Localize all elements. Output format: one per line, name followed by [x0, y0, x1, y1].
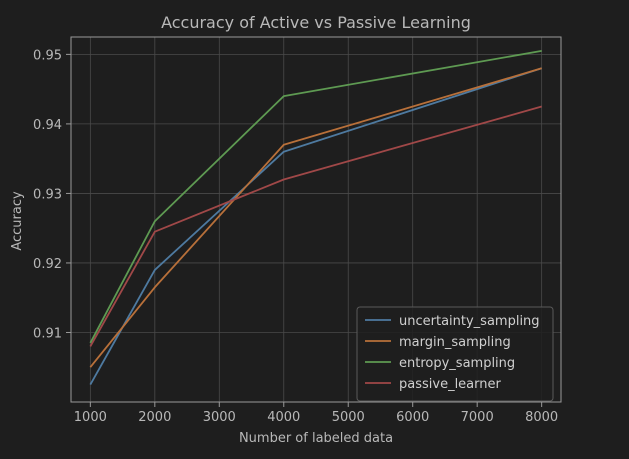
x-tick-label: 2000	[138, 410, 171, 425]
legend-label: passive_learner	[399, 377, 501, 392]
x-tick-label: 1000	[74, 410, 107, 425]
x-tick-label: 4000	[267, 410, 300, 425]
x-tick-label: 5000	[332, 410, 365, 425]
y-tick-label: 0.91	[33, 326, 62, 341]
legend: uncertainty_sampling margin_samplingentro…	[356, 306, 554, 402]
x-axis-label: Number of labeled data	[239, 431, 393, 446]
y-tick-label: 0.92	[33, 257, 62, 272]
chart-title: Accuracy of Active vs Passive Learning	[161, 13, 471, 32]
legend-box	[356, 306, 554, 402]
x-tick-label: 3000	[203, 410, 236, 425]
series-line-margin-sampling	[89, 67, 542, 368]
plot-frame	[70, 36, 562, 403]
x-tick-label: 8000	[525, 410, 558, 425]
x-tick-label: 6000	[396, 410, 429, 425]
y-tick-label: 0.95	[33, 48, 62, 63]
legend-label: entropy_sampling	[399, 356, 515, 371]
y-tick-label: 0.93	[33, 187, 62, 202]
series-line-passive-learner	[89, 105, 542, 347]
legend-label: margin_sampling	[399, 335, 511, 350]
x-tick-label: 7000	[461, 410, 494, 425]
y-tick-label: 0.94	[33, 118, 62, 133]
legend-label: uncertainty_sampling	[399, 314, 540, 329]
y-axis-label: Accuracy	[10, 191, 25, 251]
series-line-entropy-sampling	[89, 50, 542, 344]
